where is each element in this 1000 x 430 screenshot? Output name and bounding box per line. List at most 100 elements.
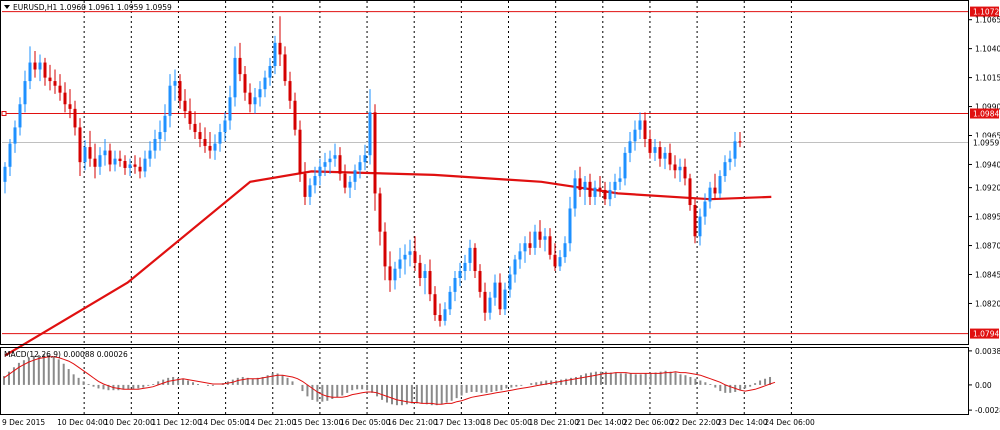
candle[interactable] bbox=[498, 273, 502, 316]
candle[interactable] bbox=[183, 89, 187, 119]
candle[interactable] bbox=[633, 120, 637, 151]
candle[interactable] bbox=[478, 264, 482, 298]
candle[interactable] bbox=[228, 85, 232, 130]
chart-header[interactable]: EURUSD,H1 1.0960 1.0961 1.0959 1.0959 bbox=[4, 3, 172, 12]
candle[interactable] bbox=[353, 164, 357, 190]
candle[interactable] bbox=[303, 162, 307, 206]
candle[interactable] bbox=[408, 239, 412, 267]
chevron-down-icon[interactable] bbox=[4, 5, 10, 9]
candle[interactable] bbox=[203, 127, 207, 153]
candle[interactable] bbox=[513, 254, 517, 283]
candle[interactable] bbox=[688, 173, 692, 211]
candle[interactable] bbox=[93, 143, 97, 179]
candle[interactable] bbox=[703, 193, 707, 225]
candle[interactable] bbox=[658, 141, 662, 167]
candle[interactable] bbox=[28, 46, 32, 90]
candle[interactable] bbox=[598, 176, 602, 197]
candle[interactable] bbox=[168, 74, 172, 128]
candle[interactable] bbox=[428, 259, 432, 302]
candle[interactable] bbox=[38, 54, 42, 82]
candle[interactable] bbox=[238, 42, 242, 82]
candle[interactable] bbox=[173, 69, 177, 101]
candle[interactable] bbox=[198, 122, 202, 148]
candle[interactable] bbox=[103, 138, 107, 166]
candle[interactable] bbox=[18, 97, 22, 136]
candle[interactable] bbox=[88, 130, 92, 167]
candle[interactable] bbox=[218, 123, 222, 152]
candle[interactable] bbox=[188, 98, 192, 130]
candle[interactable] bbox=[143, 150, 147, 178]
candle[interactable] bbox=[728, 150, 732, 171]
candle[interactable] bbox=[123, 155, 127, 175]
candle[interactable] bbox=[333, 143, 337, 167]
candle[interactable] bbox=[158, 120, 162, 151]
candle[interactable] bbox=[388, 251, 392, 292]
candle[interactable] bbox=[518, 243, 522, 269]
candle[interactable] bbox=[118, 150, 122, 167]
candle[interactable] bbox=[398, 247, 402, 278]
candle[interactable] bbox=[373, 104, 377, 211]
candle[interactable] bbox=[463, 254, 467, 281]
candle[interactable] bbox=[573, 170, 577, 217]
candle[interactable] bbox=[543, 228, 547, 252]
candle[interactable] bbox=[273, 35, 277, 75]
candle[interactable] bbox=[78, 118, 82, 177]
candle[interactable] bbox=[308, 178, 312, 206]
candle[interactable] bbox=[638, 112, 642, 139]
candle[interactable] bbox=[628, 132, 632, 163]
candle[interactable] bbox=[613, 173, 617, 199]
candle[interactable] bbox=[73, 100, 77, 136]
candle[interactable] bbox=[618, 166, 622, 190]
candle[interactable] bbox=[583, 176, 587, 206]
candle[interactable] bbox=[668, 143, 672, 171]
candle[interactable] bbox=[453, 271, 457, 302]
candle[interactable] bbox=[13, 120, 17, 153]
candle[interactable] bbox=[8, 138, 12, 177]
candle[interactable] bbox=[208, 132, 212, 159]
candle[interactable] bbox=[48, 64, 52, 91]
candle[interactable] bbox=[268, 57, 272, 86]
candle[interactable] bbox=[368, 89, 372, 165]
candle[interactable] bbox=[328, 150, 332, 174]
candle[interactable] bbox=[673, 155, 677, 179]
candle[interactable] bbox=[443, 302, 447, 326]
candle[interactable] bbox=[213, 134, 217, 160]
candle[interactable] bbox=[553, 243, 557, 272]
candle[interactable] bbox=[63, 82, 67, 113]
candle[interactable] bbox=[293, 92, 297, 136]
level-handle[interactable] bbox=[1, 111, 7, 117]
ma-line[interactable] bbox=[4, 170, 772, 357]
candle[interactable] bbox=[243, 66, 247, 101]
candle[interactable] bbox=[133, 155, 137, 174]
candle[interactable] bbox=[693, 199, 697, 244]
candle[interactable] bbox=[623, 147, 627, 186]
candle[interactable] bbox=[43, 57, 47, 86]
candle[interactable] bbox=[588, 173, 592, 206]
candle[interactable] bbox=[678, 158, 682, 182]
candle[interactable] bbox=[503, 282, 507, 316]
candle[interactable] bbox=[263, 70, 267, 98]
candle[interactable] bbox=[698, 208, 702, 246]
candle[interactable] bbox=[298, 120, 302, 182]
candle[interactable] bbox=[128, 158, 132, 177]
candle[interactable] bbox=[413, 236, 417, 272]
candle[interactable] bbox=[313, 166, 317, 194]
candle[interactable] bbox=[528, 231, 532, 255]
candle[interactable] bbox=[538, 220, 542, 248]
candle[interactable] bbox=[568, 196, 572, 252]
candle[interactable] bbox=[33, 50, 37, 78]
candle[interactable] bbox=[83, 140, 87, 171]
candle[interactable] bbox=[603, 181, 607, 206]
price-candles[interactable] bbox=[3, 16, 742, 327]
candle[interactable] bbox=[483, 282, 487, 321]
candle[interactable] bbox=[433, 286, 437, 321]
candle[interactable] bbox=[423, 264, 427, 295]
candle[interactable] bbox=[718, 170, 722, 199]
candle[interactable] bbox=[223, 112, 227, 142]
candle[interactable] bbox=[58, 74, 62, 101]
candle[interactable] bbox=[53, 69, 57, 94]
candle[interactable] bbox=[723, 155, 727, 182]
candle[interactable] bbox=[403, 244, 407, 275]
candle[interactable] bbox=[493, 274, 497, 306]
candle[interactable] bbox=[258, 81, 262, 107]
